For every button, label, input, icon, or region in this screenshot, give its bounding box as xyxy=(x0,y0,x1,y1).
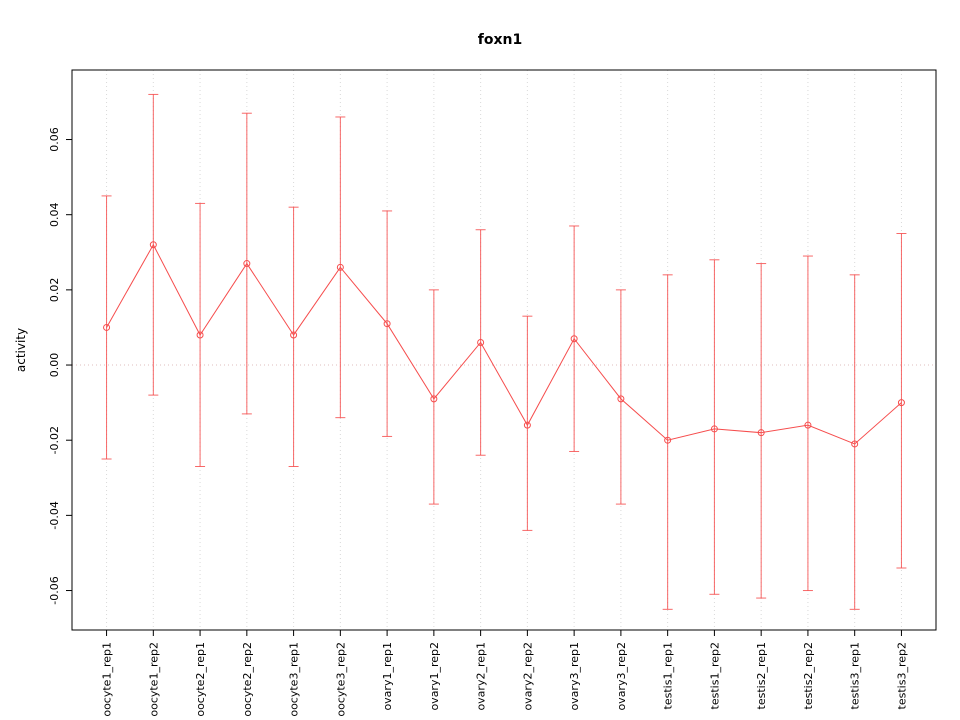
x-tick-label: ovary1_rep2 xyxy=(428,642,441,711)
x-tick-label: oocyte2_rep1 xyxy=(194,642,207,717)
data-point xyxy=(851,440,859,448)
data-point xyxy=(103,323,111,331)
x-tick-label: testis3_rep2 xyxy=(895,642,908,709)
data-point xyxy=(196,331,204,339)
plot-area: -0.06 -0.04 -0.02 0.00 0.02 0.04 0.06 oocyte1_r… xyxy=(48,69,937,717)
data-point xyxy=(290,331,298,339)
chart-title: foxn1 xyxy=(478,32,522,48)
x-tick-label: testis2_rep1 xyxy=(755,642,768,709)
data-point xyxy=(897,399,905,407)
x-tick-label: testis1_rep1 xyxy=(662,642,675,709)
data-point xyxy=(430,395,438,403)
plot-border xyxy=(71,69,937,631)
x-tick-label: oocyte3_rep2 xyxy=(334,642,347,717)
data-point xyxy=(149,241,157,249)
y-axis-label: activity xyxy=(14,328,28,372)
data-point xyxy=(617,395,625,403)
x-tick-label: ovary1_rep1 xyxy=(381,642,394,711)
x-tick-label: testis2_rep2 xyxy=(802,642,815,709)
data-point xyxy=(710,425,718,433)
series-line xyxy=(106,243,902,445)
y-tick-label: -0.04 xyxy=(48,501,61,529)
x-tick-label: oocyte1_rep2 xyxy=(147,642,160,717)
data-point xyxy=(477,338,485,346)
x-tick-label: testis1_rep2 xyxy=(708,642,721,709)
x-tick-label: ovary2_rep2 xyxy=(521,642,534,711)
y-tick-label: -0.02 xyxy=(48,426,61,454)
x-tick-label: ovary3_rep1 xyxy=(568,642,581,711)
x-tick-label: testis3_rep1 xyxy=(849,642,862,709)
x-tick-label: ovary2_rep1 xyxy=(475,642,488,711)
data-point xyxy=(523,421,531,429)
y-tick-label: 0.02 xyxy=(48,278,61,303)
data-point xyxy=(570,335,578,343)
data-point xyxy=(383,320,391,328)
x-tick-label: ovary3_rep2 xyxy=(615,642,628,711)
y-tick-label: -0.06 xyxy=(48,576,61,604)
x-tick-label: oocyte2_rep2 xyxy=(241,642,254,717)
x-tick-label: oocyte3_rep1 xyxy=(288,642,301,717)
y-tick-label: 0.00 xyxy=(48,353,61,378)
data-point xyxy=(336,263,344,271)
y-tick-label: 0.06 xyxy=(48,127,61,152)
data-point xyxy=(664,436,672,444)
x-tick-label: oocyte1_rep1 xyxy=(101,642,114,717)
data-point xyxy=(243,260,251,268)
data-point xyxy=(804,421,812,429)
y-tick-label: 0.04 xyxy=(48,202,61,227)
data-point xyxy=(757,429,765,437)
